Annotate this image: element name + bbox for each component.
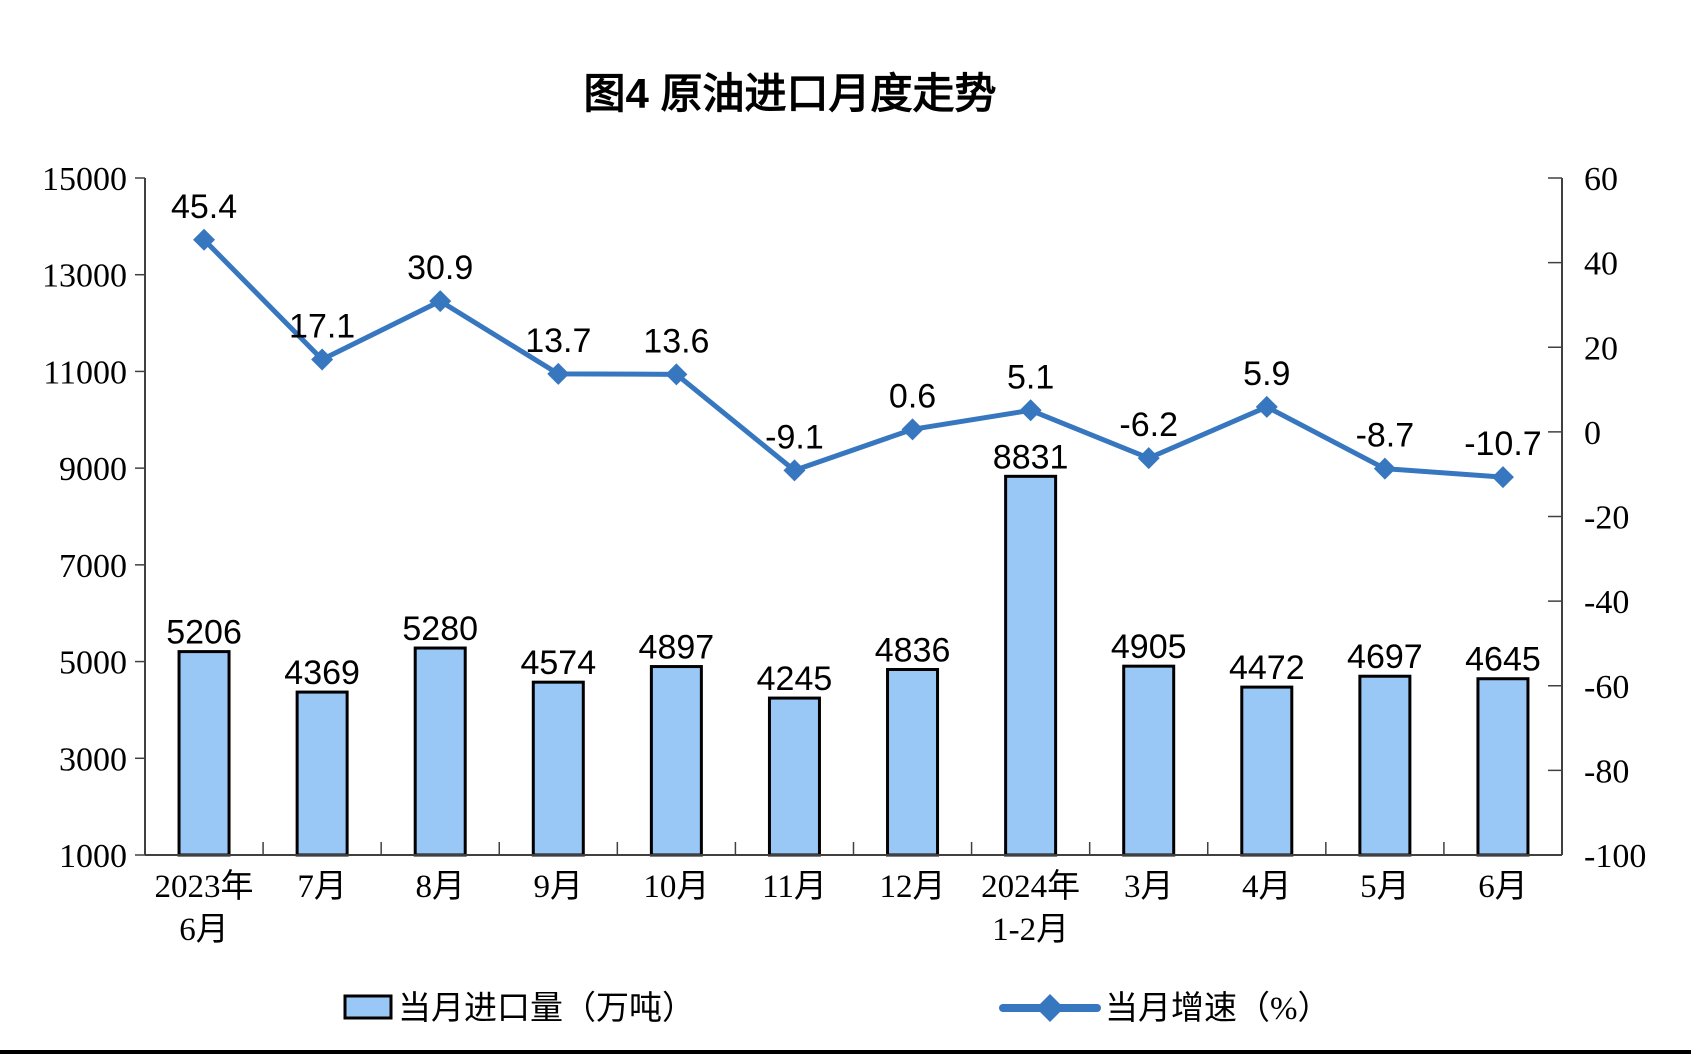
growth-value-label: 13.7 [525,322,591,360]
right-tick-label: -60 [1584,669,1629,706]
legend: 当月进口量（万吨） 当月增速（%） [343,990,1331,1027]
bar [1240,685,1294,857]
growth-marker [193,228,216,251]
category-label: 6月 [179,912,229,948]
growth-value-label: 13.6 [643,322,709,360]
category-label: 5月 [1360,869,1410,905]
category-label: 8月 [415,869,465,905]
chart-title: 图4 原油进口月度走势 [583,70,996,117]
right-tick-label: -100 [1584,838,1646,875]
bar-value-label: 4472 [1229,649,1305,687]
bar [886,668,940,857]
bar [767,696,821,857]
legend-bar-label: 当月进口量（万吨） [398,990,695,1027]
growth-marker [1019,399,1042,422]
growth-value-label: -6.2 [1119,406,1178,444]
legend-bar-swatch [343,994,393,1020]
bar-value-label: 4645 [1465,641,1541,679]
bar [1004,474,1058,857]
growth-value-label: 45.4 [171,188,237,226]
growth-marker [311,348,334,371]
bar [1122,664,1176,857]
right-tick-label: 20 [1584,330,1618,367]
bar [295,690,349,857]
growth-marker [1137,447,1160,470]
bar-value-label: 4905 [1111,628,1187,666]
growth-marker [1373,457,1396,480]
bar [531,680,585,857]
right-tick-label: 60 [1584,161,1618,198]
left-tick-label: 3000 [59,741,127,778]
category-label: 9月 [534,869,584,905]
bar-value-label: 4245 [757,660,833,698]
bar-value-label: 4697 [1347,638,1423,676]
growth-marker [901,418,924,441]
bar [177,650,231,857]
category-label: 2024年 [981,868,1080,905]
category-label: 12月 [880,869,946,905]
growth-value-label: 5.9 [1243,355,1290,393]
bar-value-label: 4369 [284,654,360,692]
category-label: 2023年 [155,868,254,905]
category-label: 1-2月 [992,912,1069,948]
bar-value-label: 4574 [520,644,596,682]
category-label: 11月 [762,869,827,905]
category-label: 10月 [643,869,709,905]
left-tick-label: 9000 [59,451,127,488]
growth-marker [429,290,452,313]
growth-value-label: -9.1 [765,418,824,456]
bar-value-label: 5280 [402,610,478,648]
left-tick-label: 11000 [43,354,127,391]
legend-line-diamond-icon [1036,994,1064,1022]
category-label: 6月 [1478,869,1528,905]
bar [649,665,703,857]
growth-value-label: 0.6 [889,377,936,415]
left-tick-label: 13000 [42,258,127,295]
growth-value-label: 17.1 [289,308,355,346]
category-label: 4月 [1242,869,1292,905]
plot-area: 15000 13000 11000 9000 7000 5000 3000 1000 60 40 2… [42,161,1646,948]
bar-value-label: 8831 [993,438,1069,476]
right-tick-label: -20 [1584,500,1629,537]
bar [413,646,467,857]
growth-value-label: 30.9 [407,249,473,287]
bar [1476,677,1530,857]
growth-marker [1255,395,1278,418]
right-tick-label: 40 [1584,246,1618,283]
bar-value-label: 4836 [875,632,951,670]
bottom-rule [0,1050,1691,1054]
growth-value-label: -8.7 [1356,417,1415,455]
bar-value-label: 4897 [639,629,715,667]
left-tick-label: 15000 [42,161,127,198]
right-tick-label: 0 [1584,415,1601,452]
legend-line-label: 当月增速（%） [1105,990,1331,1027]
growth-marker [1491,466,1514,489]
right-tick-label: -40 [1584,584,1629,621]
growth-marker [783,459,806,482]
right-tick-label: -80 [1584,753,1629,790]
growth-value-label: -10.7 [1464,425,1542,463]
bar [1358,674,1412,857]
left-tick-label: 7000 [59,548,127,585]
category-label: 3月 [1124,869,1174,905]
left-tick-label: 5000 [59,645,127,682]
growth-marker [665,363,688,386]
bar-value-label: 5206 [166,614,242,652]
growth-line [201,237,1506,480]
growth-value-label: 5.1 [1007,358,1054,396]
category-label: 7月 [297,869,347,905]
growth-marker [547,362,570,385]
left-tick-label: 1000 [59,838,127,875]
